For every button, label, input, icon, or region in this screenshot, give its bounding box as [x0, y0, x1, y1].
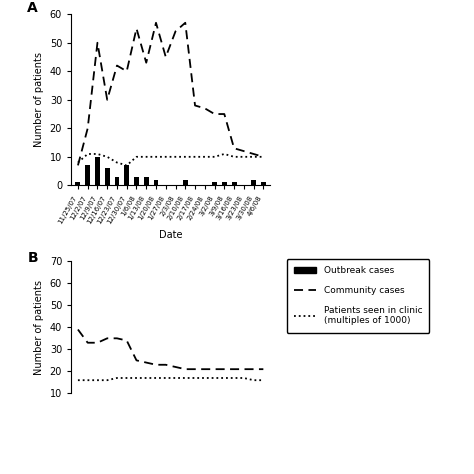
Bar: [212, 182, 217, 185]
Bar: [115, 177, 119, 185]
Bar: [85, 165, 90, 185]
Bar: [75, 182, 81, 185]
Text: B: B: [27, 251, 38, 264]
Text: A: A: [27, 0, 38, 15]
Bar: [105, 168, 109, 185]
Bar: [251, 180, 256, 185]
Legend: Outbreak cases, Community cases, Patients seen in clinic
(multiples of 1000): Outbreak cases, Community cases, Patient…: [287, 259, 429, 333]
Bar: [183, 180, 188, 185]
Bar: [124, 165, 129, 185]
Bar: [154, 180, 158, 185]
X-axis label: Date: Date: [159, 230, 182, 240]
Bar: [95, 157, 100, 185]
Bar: [222, 182, 227, 185]
Y-axis label: Number of patients: Number of patients: [34, 52, 44, 147]
Bar: [261, 182, 266, 185]
Y-axis label: Number of patients: Number of patients: [34, 280, 44, 375]
Bar: [232, 182, 237, 185]
Bar: [134, 177, 139, 185]
Bar: [144, 177, 149, 185]
